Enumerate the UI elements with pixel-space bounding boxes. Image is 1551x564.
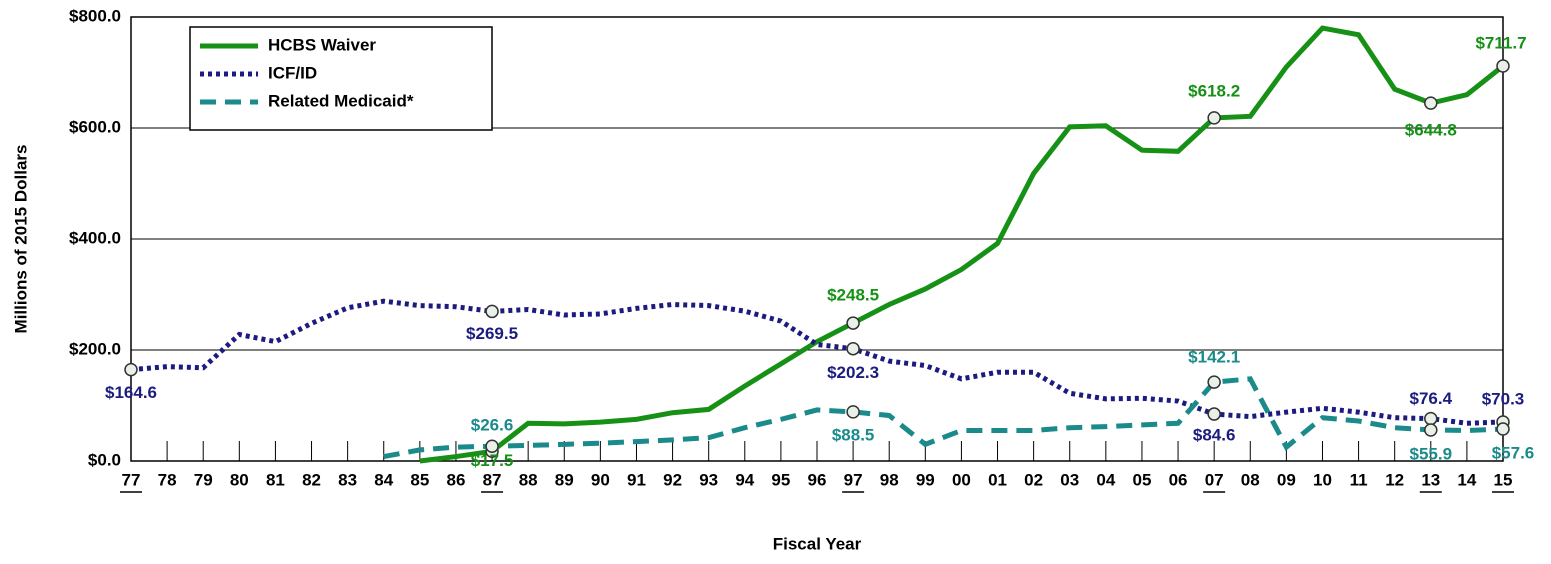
point-marker: [485, 439, 499, 453]
data-label: $55.9: [1410, 444, 1453, 463]
data-label: $88.5: [832, 425, 875, 444]
x-tick-label: 09: [1277, 470, 1296, 489]
data-label: $57.6: [1492, 444, 1535, 463]
point-marker: [1207, 111, 1221, 125]
x-tick-label: 79: [194, 470, 213, 489]
point-marker: [124, 362, 138, 377]
data-label: $142.1: [1188, 348, 1240, 367]
x-tick-label: 89: [555, 470, 574, 489]
x-tick-label: 04: [1096, 470, 1115, 489]
y-tick-label: $0.0: [88, 450, 121, 469]
data-label: $644.8: [1405, 121, 1457, 140]
x-tick-label: 99: [916, 470, 935, 489]
data-label: $17.5: [471, 451, 514, 470]
x-tick-label: 91: [627, 470, 646, 489]
y-tick-label: $800.0: [69, 6, 121, 25]
x-tick-label: 95: [771, 470, 790, 489]
data-label: $26.6: [471, 416, 514, 435]
x-tick-label: 83: [338, 470, 357, 489]
x-tick-label: 86: [446, 470, 465, 489]
x-tick-label: 08: [1241, 470, 1260, 489]
series-line: [383, 376, 1504, 460]
series-line: [130, 298, 1504, 426]
data-label: $202.3: [827, 363, 879, 382]
x-tick-label: 92: [663, 470, 682, 489]
x-tick-label: 00: [952, 470, 971, 489]
x-tick-label: 82: [302, 470, 321, 489]
x-tick-label: 03: [1060, 470, 1079, 489]
data-label: $164.6: [105, 383, 157, 402]
point-marker: [1424, 96, 1438, 110]
point-marker: [1424, 423, 1438, 437]
x-tick-label: 80: [230, 470, 249, 489]
y-axis-label: Millions of 2015 Dollars: [11, 145, 30, 334]
y-tick-label: $600.0: [69, 117, 121, 136]
point-marker: [1496, 59, 1510, 73]
x-tick-label: 88: [519, 470, 538, 489]
data-label: $269.5: [466, 324, 518, 343]
point-marker: [846, 405, 860, 419]
x-tick-label: 90: [591, 470, 610, 489]
x-tick-label: 87: [483, 470, 502, 489]
series-line: [419, 25, 1505, 464]
point-marker: [846, 341, 860, 356]
x-tick-label: 96: [808, 470, 827, 489]
x-tick-label: 07: [1205, 470, 1224, 489]
x-tick-label: 94: [735, 470, 754, 489]
x-tick-label: 10: [1313, 470, 1332, 489]
x-tick-label: 12: [1385, 470, 1404, 489]
x-tick-label: 97: [844, 470, 863, 489]
x-tick-label: 06: [1169, 470, 1188, 489]
x-tick-label: 02: [1024, 470, 1043, 489]
legend-label: Related Medicaid*: [268, 91, 414, 110]
point-marker: [1424, 411, 1438, 426]
x-tick-label: 98: [880, 470, 899, 489]
x-tick-label: 05: [1132, 470, 1151, 489]
point-marker: [846, 316, 860, 330]
x-axis-label: Fiscal Year: [773, 534, 862, 553]
y-tick-label: $400.0: [69, 228, 121, 247]
x-tick-label: 93: [699, 470, 718, 489]
data-label: $711.7: [1475, 33, 1526, 52]
legend-label: ICF/ID: [268, 63, 317, 82]
x-tick-label: 77: [122, 470, 141, 489]
x-tick-label: 13: [1421, 470, 1440, 489]
x-tick-label: 15: [1494, 470, 1513, 489]
legend-label: HCBS Waiver: [268, 35, 376, 54]
x-tick-label: 85: [410, 470, 429, 489]
data-label: $248.5: [827, 286, 879, 305]
point-marker: [1207, 375, 1221, 389]
x-tick-label: 84: [374, 470, 393, 489]
x-tick-label: 81: [266, 470, 285, 489]
point-marker: [1496, 422, 1510, 436]
y-tick-label: $200.0: [69, 339, 121, 358]
x-tick-label: 78: [158, 470, 177, 489]
x-tick-label: 14: [1457, 470, 1476, 489]
x-tick-label: 01: [988, 470, 1007, 489]
data-label: $76.4: [1410, 389, 1453, 408]
data-label: $70.3: [1482, 389, 1525, 408]
x-tick-label: 11: [1350, 470, 1368, 489]
point-marker: [485, 304, 499, 319]
data-label: $618.2: [1188, 81, 1240, 100]
point-marker: [1207, 407, 1221, 421]
data-label: $84.6: [1193, 426, 1236, 445]
